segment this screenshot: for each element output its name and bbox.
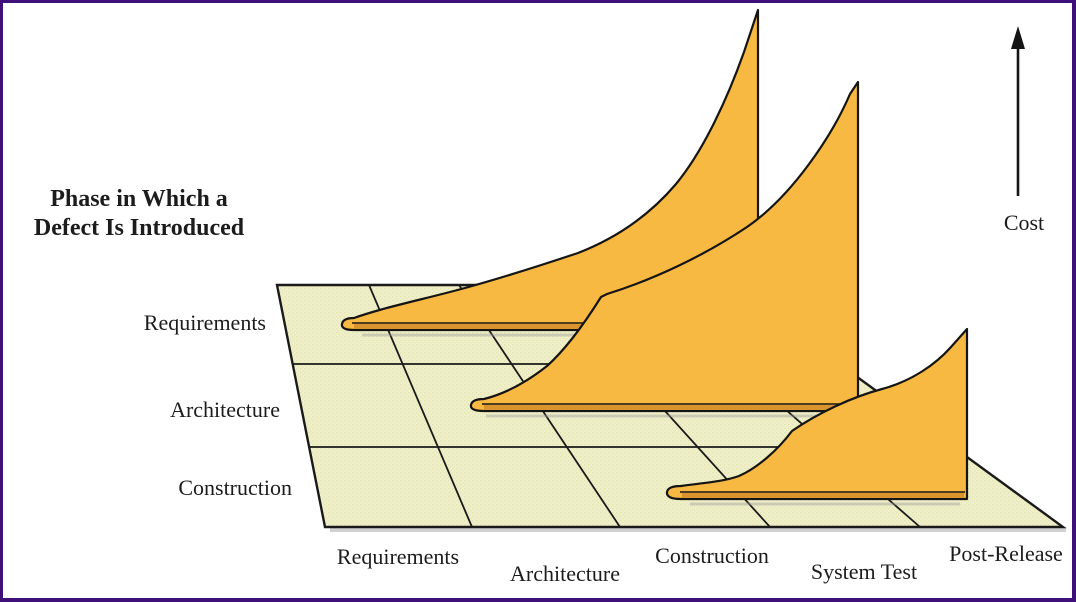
defect-sail-architecture [469, 80, 860, 413]
chart-title-line1: Phase in Which a [50, 186, 228, 212]
cost-arrow [1011, 26, 1025, 196]
defect-sail-construction [665, 327, 969, 501]
chart-title: Phase in Which a Defect Is Introduced [6, 185, 272, 244]
defect-sail-requirements [340, 8, 760, 332]
row-label-construction: Construction [178, 475, 292, 500]
col-label-requirements: Requirements [336, 544, 460, 569]
col-label-system-test: System Test [810, 559, 918, 584]
cost-axis-label: Cost [1003, 210, 1045, 235]
chart-title-line2: Defect Is Introduced [33, 215, 245, 242]
col-label-post-release: Post-Release [949, 541, 1063, 566]
row-label-architecture: Architecture [170, 397, 280, 422]
col-label-architecture: Architecture [510, 561, 620, 586]
row-label-requirements: Requirements [143, 310, 266, 335]
col-label-construction: Construction [655, 543, 769, 568]
